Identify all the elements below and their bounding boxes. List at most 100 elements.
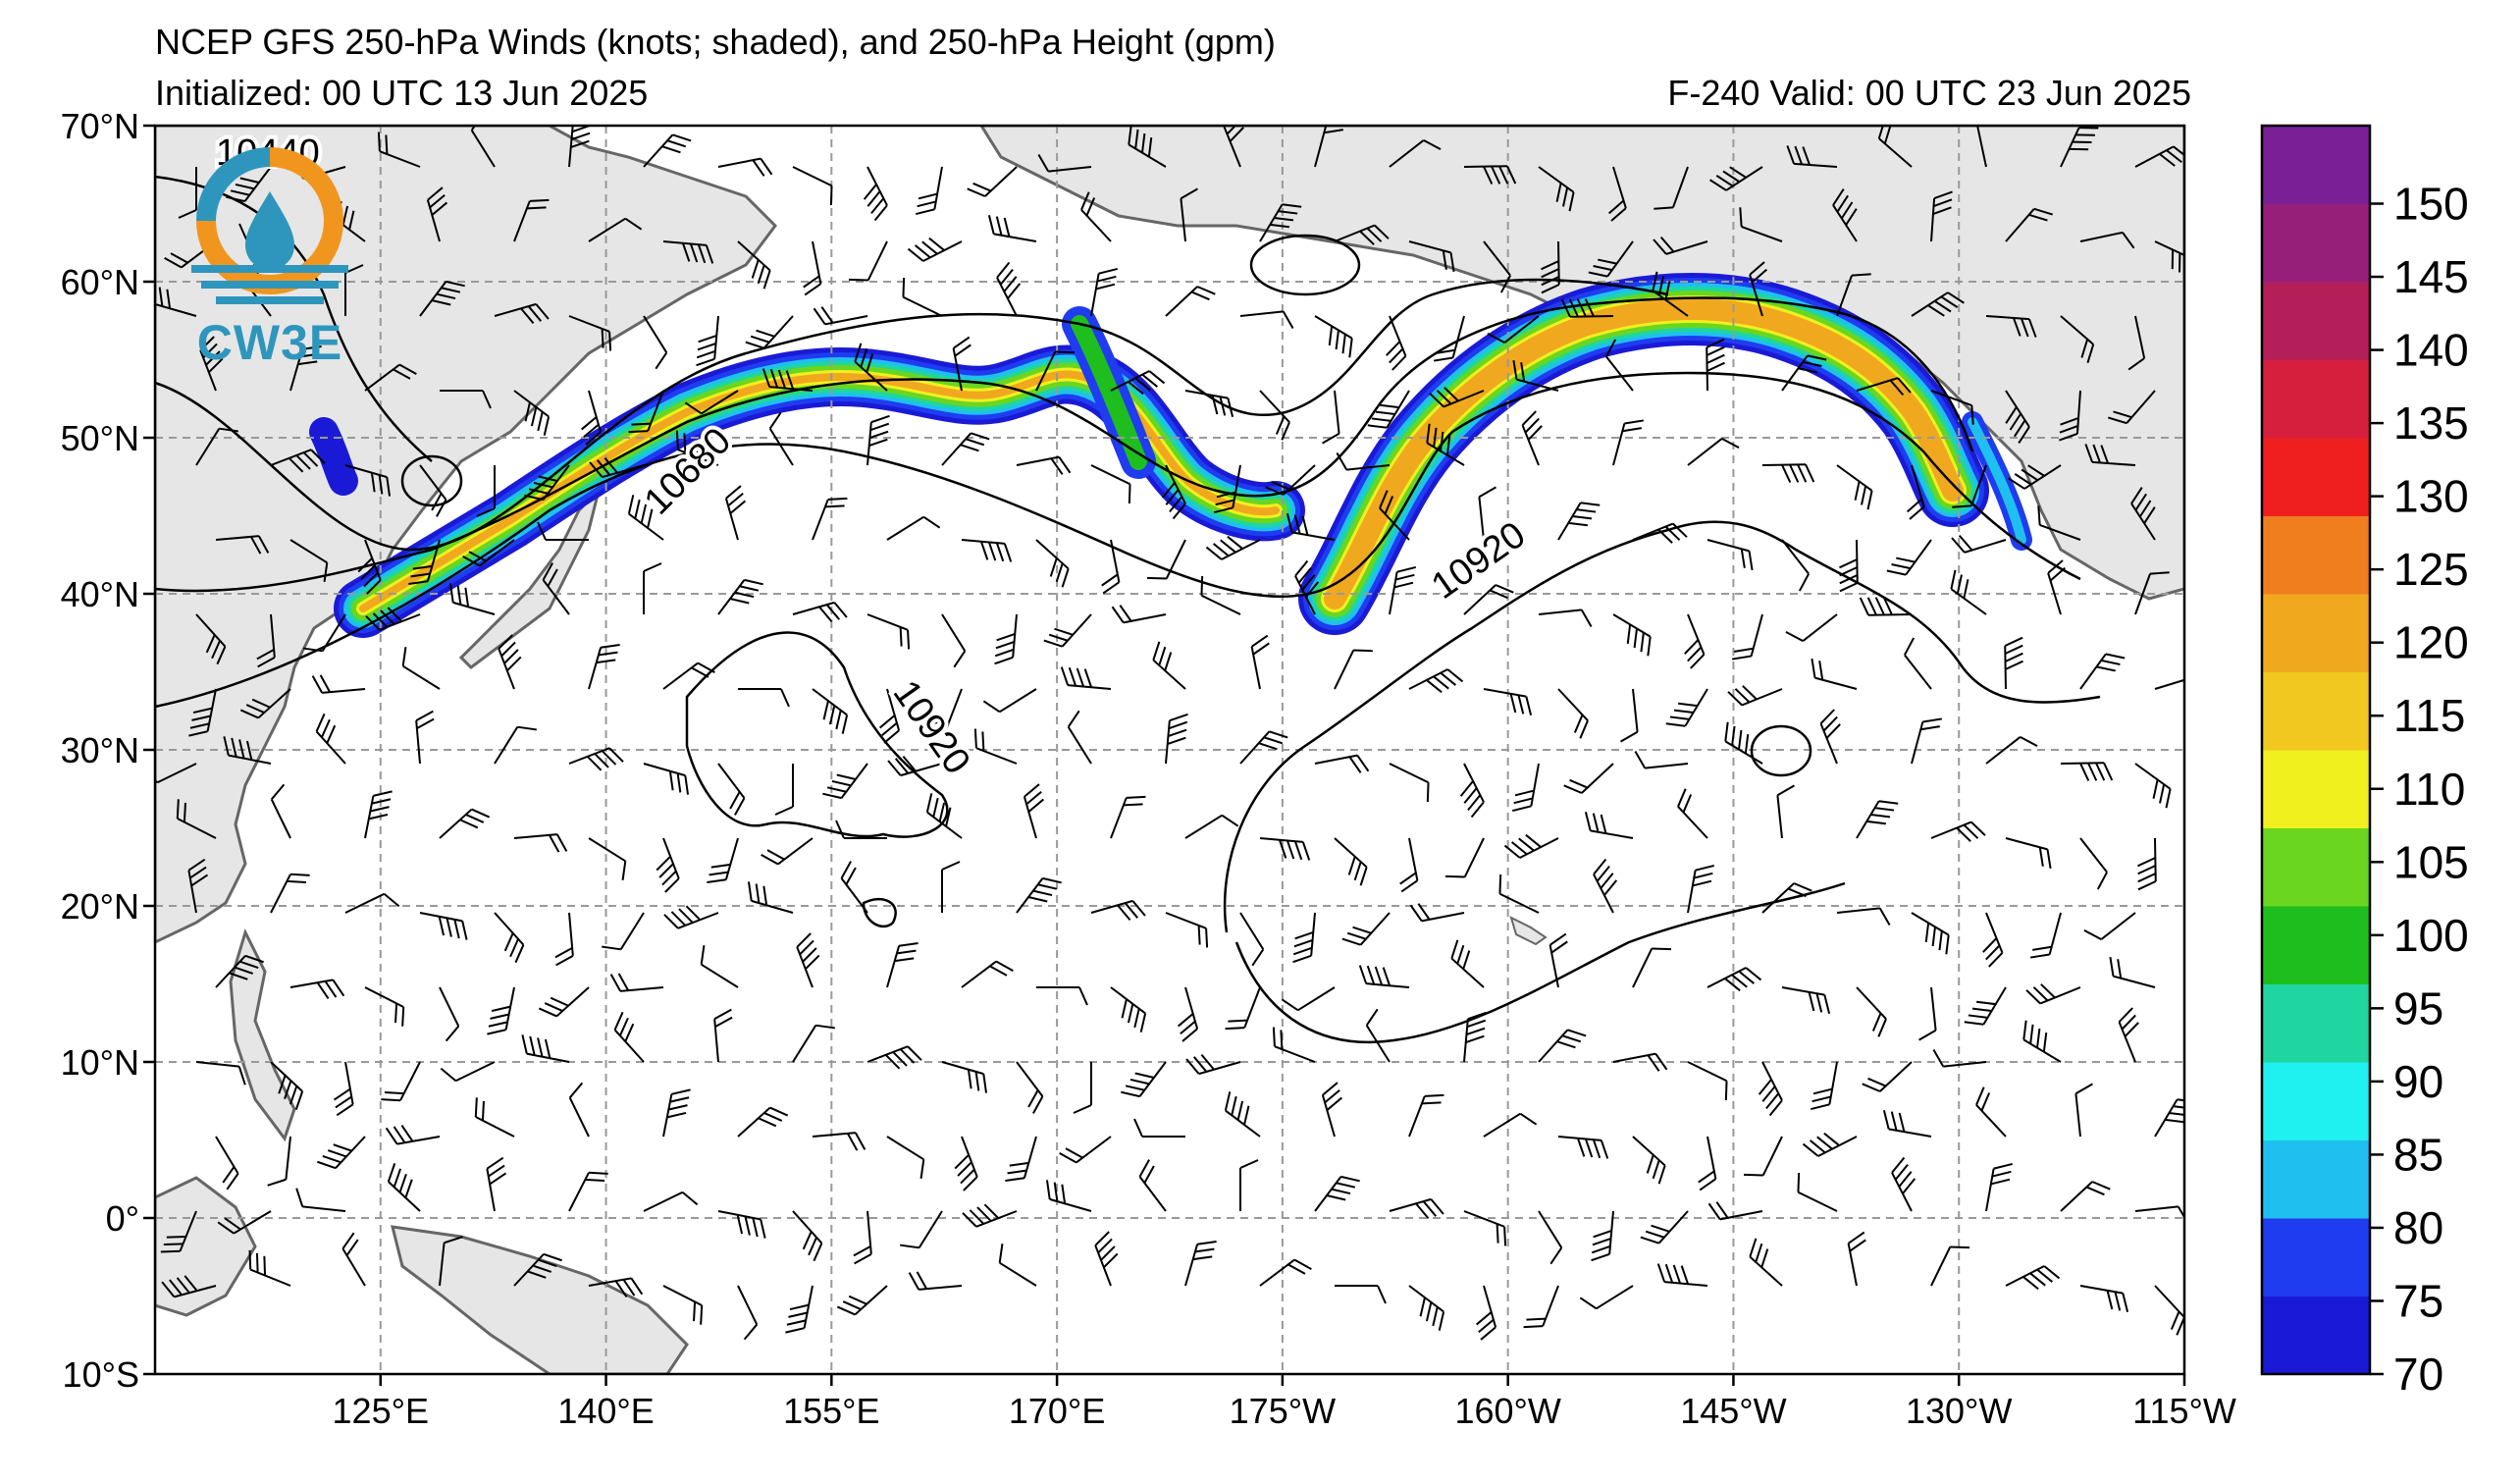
wind-barb [270, 783, 291, 839]
wind-barb [1259, 1258, 1312, 1287]
wind-barb [1727, 685, 1783, 707]
wind-barb [588, 1277, 644, 1298]
wind-barb [1450, 939, 1485, 988]
wind-barb [2004, 636, 2023, 690]
wind-barb [1281, 986, 1336, 1012]
wind-barb [1739, 207, 1783, 242]
colorbar-segment [2262, 906, 2370, 984]
wind-barb [1856, 377, 1912, 397]
wind-barb [737, 1285, 759, 1341]
wind-barb [2008, 464, 2062, 490]
land-new-guinea [391, 1225, 689, 1374]
wind-barb [1463, 165, 1517, 185]
wind-barb [792, 1210, 823, 1262]
wind-barb [1632, 522, 1688, 544]
wind-barb [609, 973, 664, 992]
colorbar-tick-label: 95 [2393, 982, 2443, 1033]
wind-barb [878, 688, 901, 744]
lat-label: 0° [106, 1198, 139, 1239]
wind-barb [2037, 505, 2081, 541]
wind-barb [1503, 833, 1559, 859]
wind-barb [1906, 464, 1925, 520]
wind-barb [289, 344, 322, 392]
wind-barb [2005, 1265, 2061, 1291]
wind-barb [662, 662, 715, 690]
wind-barb [364, 363, 417, 392]
wind-barb [1101, 539, 1121, 595]
wind-barb [1239, 1159, 1259, 1211]
wind-barb [1475, 1285, 1497, 1341]
wind-barb [439, 986, 460, 1042]
wind-barb [419, 912, 468, 940]
wind-barb [724, 485, 747, 541]
wind-barb [1781, 354, 1827, 392]
wind-barb [1836, 273, 1871, 317]
wind-barb [1761, 463, 1815, 483]
wind-barb [792, 601, 848, 623]
jet-band-japan-sea [309, 417, 358, 496]
wind-barb [1483, 688, 1533, 715]
wind-barb [902, 277, 943, 317]
wind-barb [1110, 795, 1146, 839]
wind-barb [952, 336, 971, 392]
lon-label: 155°E [783, 1391, 879, 1431]
wind-barb [494, 725, 537, 765]
wind-barb [663, 905, 719, 929]
wind-barb [1776, 784, 1795, 839]
wind-barb [1687, 864, 1714, 914]
wind-barb [542, 562, 570, 615]
wind-barb [588, 837, 627, 880]
wind-barb [1223, 126, 1244, 168]
wind-barb [1904, 637, 1932, 690]
colorbar-tick-label: 110 [2393, 764, 2465, 815]
wind-barb [487, 986, 515, 1035]
colorbar-segment [2262, 594, 2370, 672]
wind-barb [195, 1061, 246, 1086]
wind-barb [1444, 837, 1485, 878]
wind-barb [408, 539, 441, 586]
wind-barb [1043, 613, 1092, 648]
wind-barb [344, 892, 400, 914]
wind-barb [2060, 1181, 2111, 1212]
wind-barb [188, 688, 217, 737]
wind-barb [1749, 1238, 1783, 1287]
wind-barb [1094, 1231, 1119, 1287]
wind-barb [907, 237, 963, 262]
wind-barb [854, 343, 888, 392]
wind-barb [916, 166, 943, 216]
wind-barb [662, 240, 714, 264]
wind-barb [315, 713, 346, 765]
wind-barb [1389, 139, 1442, 168]
wind-barb [1224, 1091, 1261, 1138]
wind-barb [1654, 166, 1689, 210]
jet-band-east [1324, 298, 1964, 609]
wind-barb [1930, 821, 1986, 842]
cw3e-logo-icon [191, 147, 348, 304]
wind-barb [2108, 390, 2156, 425]
wind-barb [656, 837, 680, 893]
colorbar-tick-label: 125 [2393, 544, 2469, 595]
wind-barb [1731, 613, 1763, 661]
colorbar-tick-label: 140 [2393, 325, 2469, 376]
wind-barb [1250, 634, 1270, 690]
wind-barb [643, 763, 690, 795]
wind-barb [1138, 1159, 1167, 1212]
wind-barb [588, 643, 620, 690]
wind-barb [2154, 1285, 2184, 1336]
wind-barb [848, 240, 888, 282]
wind-barb [662, 1285, 704, 1325]
wind-barb [1386, 315, 1407, 371]
wind-barb [1698, 1136, 1717, 1192]
wind-barb [866, 613, 911, 650]
wind-barb [498, 634, 522, 690]
wind-barb [513, 198, 550, 242]
wind-barb [1409, 903, 1465, 923]
wind-barb [643, 562, 662, 614]
wind-barb [2154, 675, 2184, 690]
wind-barb [926, 688, 963, 732]
wind-barb [1060, 666, 1112, 690]
wind-barb [1560, 298, 1614, 318]
wind-barb [1886, 539, 1932, 576]
wind-barb [812, 497, 848, 541]
colorbar-tick-label: 145 [2393, 251, 2469, 302]
